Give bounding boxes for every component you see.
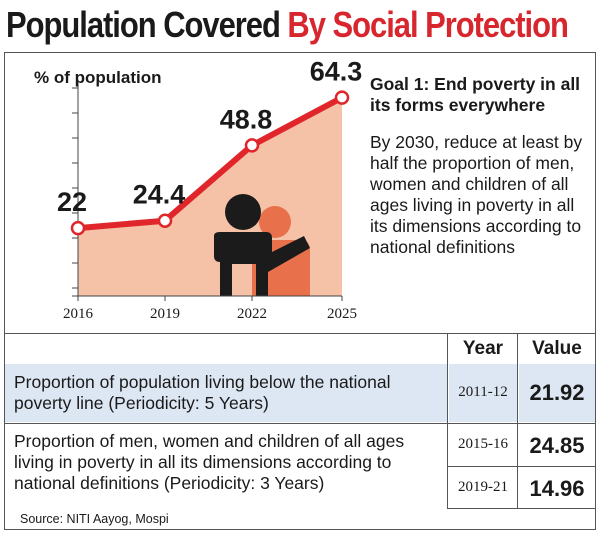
row-1-year-highlight (449, 364, 517, 422)
table-bottom-line (447, 508, 595, 509)
page-title: Population Covered By Social Protection (6, 4, 569, 46)
sub-row-divider (447, 466, 595, 467)
row-1-value-highlight (519, 364, 595, 422)
x-tick-label: 2019 (150, 306, 180, 322)
data-label: 64.3 (310, 57, 363, 87)
goal-body: By 2030, reduce at least by half the pro… (370, 132, 583, 257)
value-header: Value (532, 338, 582, 359)
row-divider (5, 423, 595, 424)
indicator-2-value-2: 14.96 (529, 476, 585, 501)
data-label: 22 (57, 187, 87, 217)
people-icon (214, 194, 310, 296)
data-point-marker (244, 138, 260, 153)
indicator-2-value-1: 24.85 (529, 433, 585, 458)
content-panel (4, 52, 596, 530)
data-point-marker (334, 90, 350, 105)
y-axis-label: % of population (34, 68, 161, 87)
indicator-1-value: 21.92 (529, 380, 585, 405)
x-tick-label: 2016 (63, 306, 94, 322)
data-label: 24.4 (133, 180, 186, 210)
table-top-divider (5, 333, 595, 334)
year-column-divider (447, 333, 448, 509)
indicator-2-year-1: 2015-16 (458, 436, 508, 452)
series-line (77, 94, 344, 232)
indicator-2-year-2: 2019-21 (458, 479, 508, 495)
title-part-2: By Social Protection (287, 4, 568, 45)
indicator-1-year: 2011-12 (458, 384, 508, 400)
source-note: Source: NITI Aayog, Mospi (20, 512, 169, 526)
title-part-1: Population Covered (6, 4, 281, 45)
label-layer: % of population 2016 2019 2022 2025 22 24.4 48.… (34, 57, 362, 322)
goal-title: Goal 1: End poverty in all its forms eve… (370, 74, 581, 115)
x-tick-label: 2025 (327, 306, 357, 322)
x-tick-label: 2022 (237, 306, 267, 322)
data-point-marker (157, 213, 173, 228)
indicator-1-text: Proportion of population living below th… (14, 372, 391, 413)
data-point-marker (70, 220, 86, 236)
line-layer (70, 90, 350, 236)
year-header: Year (462, 338, 504, 359)
axis-layer (72, 80, 343, 301)
data-label: 48.8 (220, 104, 273, 134)
indicator-2-text: Proportion of men, women and children of… (14, 431, 405, 493)
value-column-divider (517, 333, 518, 509)
row-1-highlight (5, 364, 447, 422)
